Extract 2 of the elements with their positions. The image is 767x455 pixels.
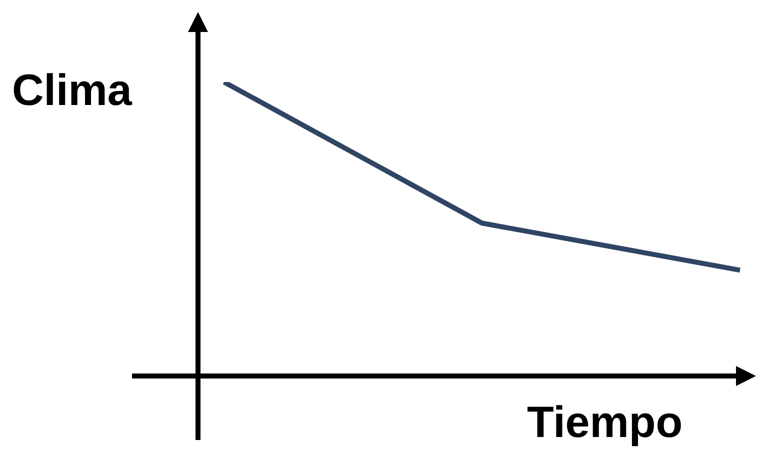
y-axis-title: Clima (12, 66, 132, 116)
x-axis-title: Tiempo (527, 398, 683, 448)
